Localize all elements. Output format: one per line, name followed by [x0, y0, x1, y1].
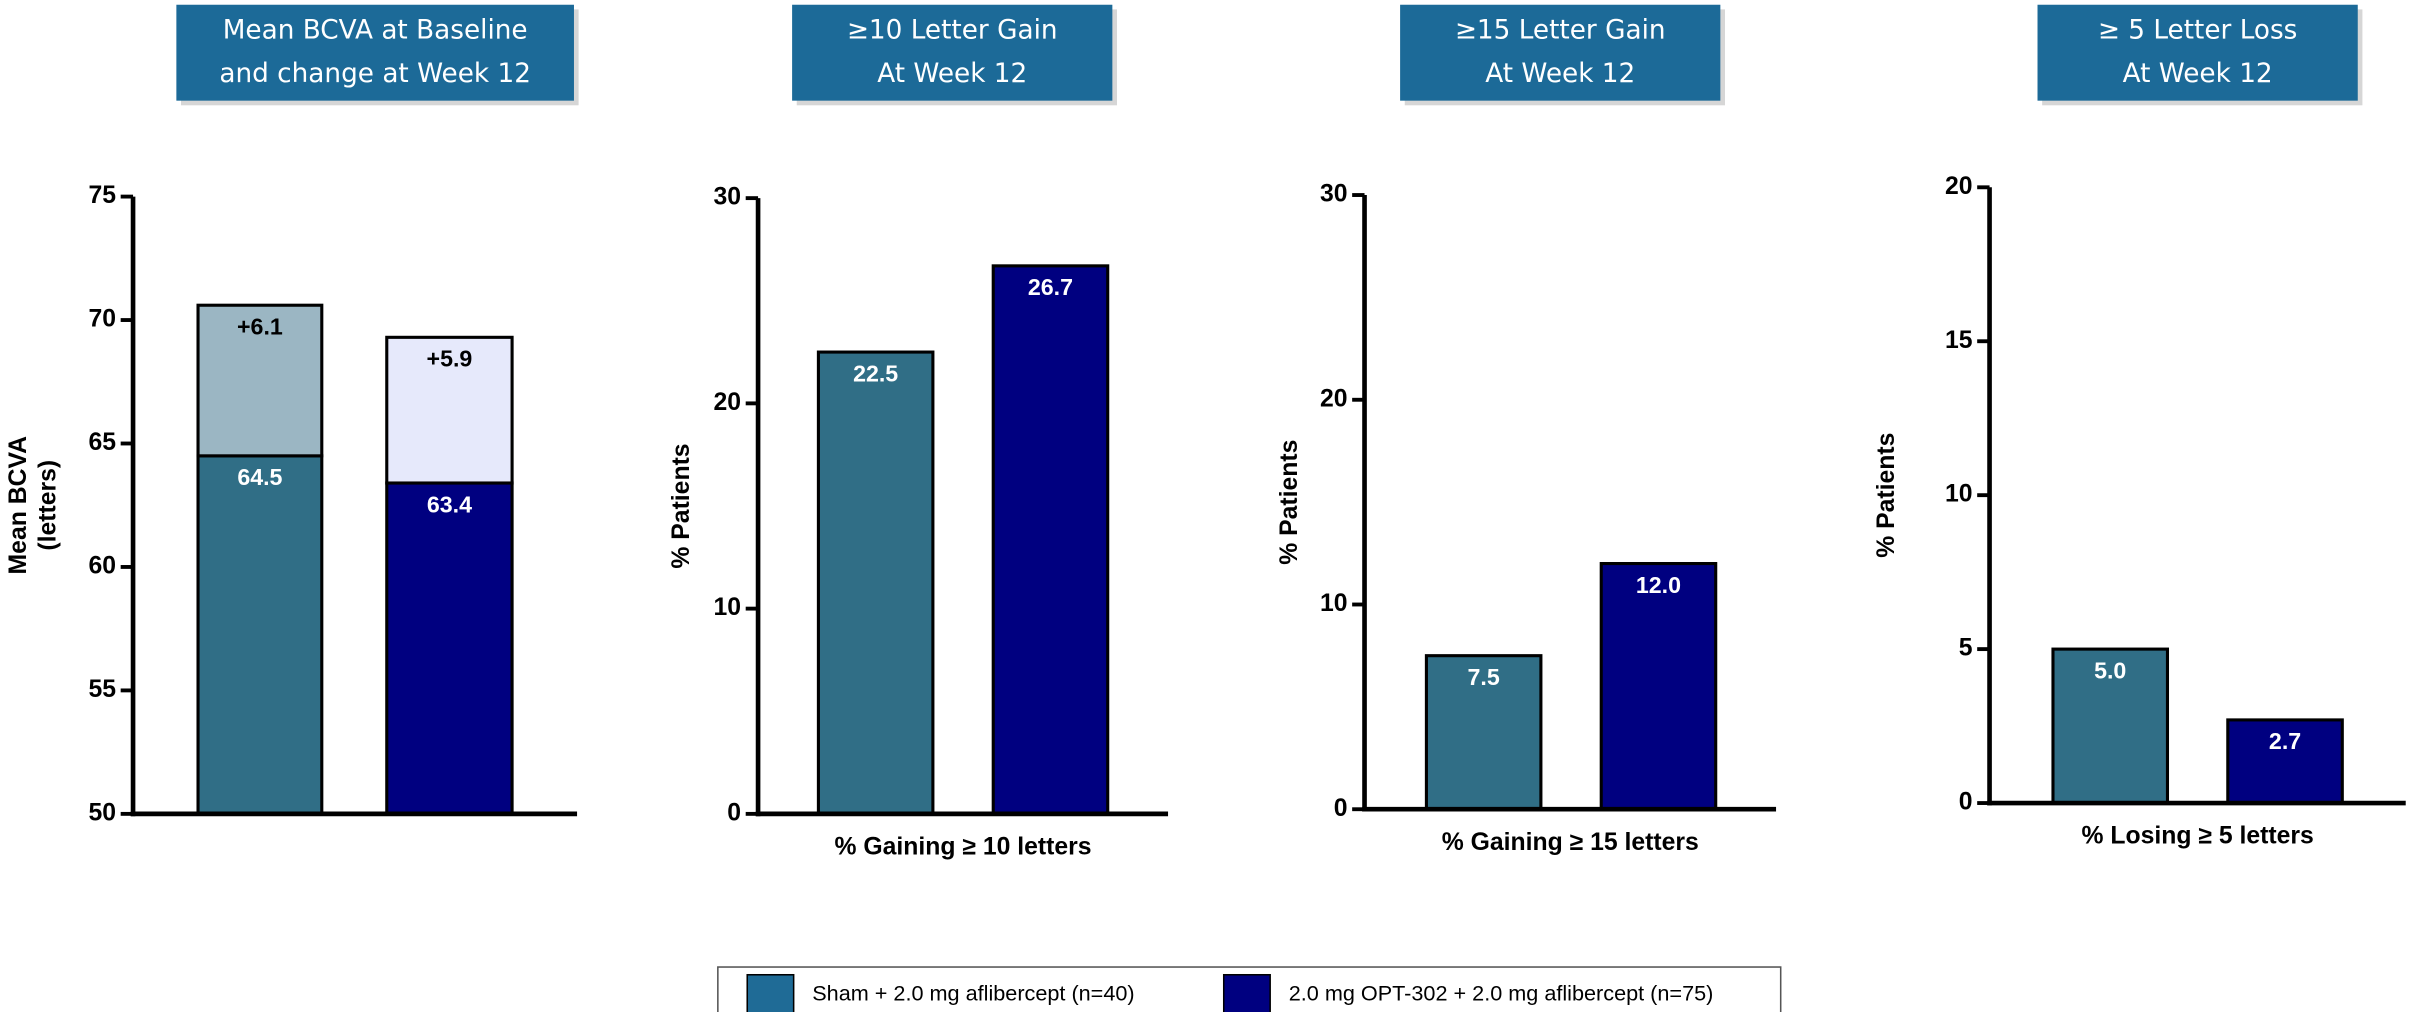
- y-tick-label: 15: [1945, 327, 1973, 354]
- chart-title: At Week 12: [877, 59, 1027, 89]
- legend: Sham + 2.0 mg aflibercept (n=40) 2.0 mg O…: [717, 966, 1782, 1012]
- y-tick-label: 0: [727, 799, 741, 826]
- chart-title: At Week 12: [1485, 59, 1635, 89]
- legend-swatch: [746, 973, 795, 1012]
- y-tick-label: 30: [1320, 181, 1348, 208]
- chart: Mean BCVA at Baseline and change at Week …: [5, 4, 579, 826]
- y-axis-label: % Patients: [1873, 433, 1900, 558]
- y-tick-label: 70: [89, 306, 117, 333]
- chart-title: and change at Week 12: [219, 59, 531, 89]
- y-tick-label: 20: [1320, 385, 1348, 412]
- legend-label: Sham + 2.0 mg aflibercept (n=40): [812, 981, 1134, 1006]
- bar: [1424, 654, 1543, 811]
- y-tick-label: 10: [1320, 590, 1348, 617]
- value-label: 5.0: [2094, 657, 2126, 683]
- value-label: 7.5: [1468, 664, 1500, 690]
- chart: ≥10 Letter Gain At Week 12 % Patients 0 10 20…: [668, 4, 1169, 860]
- y-tick-label: 20: [714, 389, 742, 416]
- bar: [1599, 562, 1718, 811]
- chart-title: At Week 12: [2123, 59, 2273, 89]
- y-axis-label: Mean BCVA: [5, 436, 32, 575]
- x-axis-label: % Losing ≥ 5 letters: [2082, 823, 2314, 850]
- chart-title: ≥10 Letter Gain: [847, 16, 1058, 46]
- y-tick-label: 10: [1945, 481, 1973, 508]
- y-tick-label: 10: [714, 594, 742, 621]
- x-axis-label: % Gaining ≥ 10 letters: [835, 833, 1092, 860]
- bar: [816, 350, 935, 816]
- value-label: 2.7: [2269, 728, 2301, 754]
- bar: [385, 481, 514, 816]
- bar: [2051, 647, 2170, 805]
- header-box: [176, 4, 574, 101]
- y-tick-label: 75: [89, 182, 117, 209]
- value-label: 12.0: [1636, 572, 1681, 598]
- chart: ≥ 5 Letter Loss At Week 12 % Patients 0 5 10 1…: [1873, 4, 2406, 850]
- header-box: [1400, 4, 1721, 101]
- header-box: [792, 4, 1113, 101]
- value-label: 22.5: [853, 360, 898, 386]
- bar: [2226, 718, 2344, 805]
- legend-swatch: [1222, 973, 1271, 1012]
- value-label: 64.5: [237, 464, 282, 490]
- bar: [196, 454, 324, 816]
- y-tick-label: 65: [89, 429, 117, 456]
- x-axis-label: % Gaining ≥ 15 letters: [1442, 829, 1699, 856]
- y-axis-label: (letters): [34, 460, 61, 551]
- y-tick-label: 0: [1334, 795, 1348, 822]
- value-label: +6.1: [237, 314, 283, 340]
- y-tick-label: 0: [1959, 789, 1973, 816]
- y-tick-label: 60: [89, 552, 117, 579]
- y-axis-label: % Patients: [1276, 440, 1303, 565]
- chart-title: ≥ 5 Letter Loss: [2098, 16, 2298, 46]
- header-box: [2037, 4, 2358, 101]
- chart-title: Mean BCVA at Baseline: [223, 16, 528, 46]
- value-label: +5.9: [427, 346, 473, 372]
- y-tick-label: 30: [714, 184, 742, 211]
- y-tick-label: 5: [1959, 635, 1973, 662]
- chart: ≥15 Letter Gain At Week 12 % Patients 0 10 20…: [1276, 4, 1777, 856]
- value-label: 63.4: [427, 491, 472, 517]
- legend-label: 2.0 mg OPT-302 + 2.0 mg aflibercept (n=7…: [1289, 981, 1714, 1006]
- bar: [385, 335, 514, 485]
- value-label: 26.7: [1028, 274, 1073, 300]
- bar: [991, 264, 1110, 816]
- y-axis-label: % Patients: [668, 443, 695, 568]
- chart-title: ≥15 Letter Gain: [1455, 16, 1666, 46]
- y-tick-label: 20: [1945, 173, 1973, 200]
- y-tick-label: 50: [89, 799, 117, 826]
- bar: [196, 303, 324, 458]
- y-tick-label: 55: [89, 676, 117, 703]
